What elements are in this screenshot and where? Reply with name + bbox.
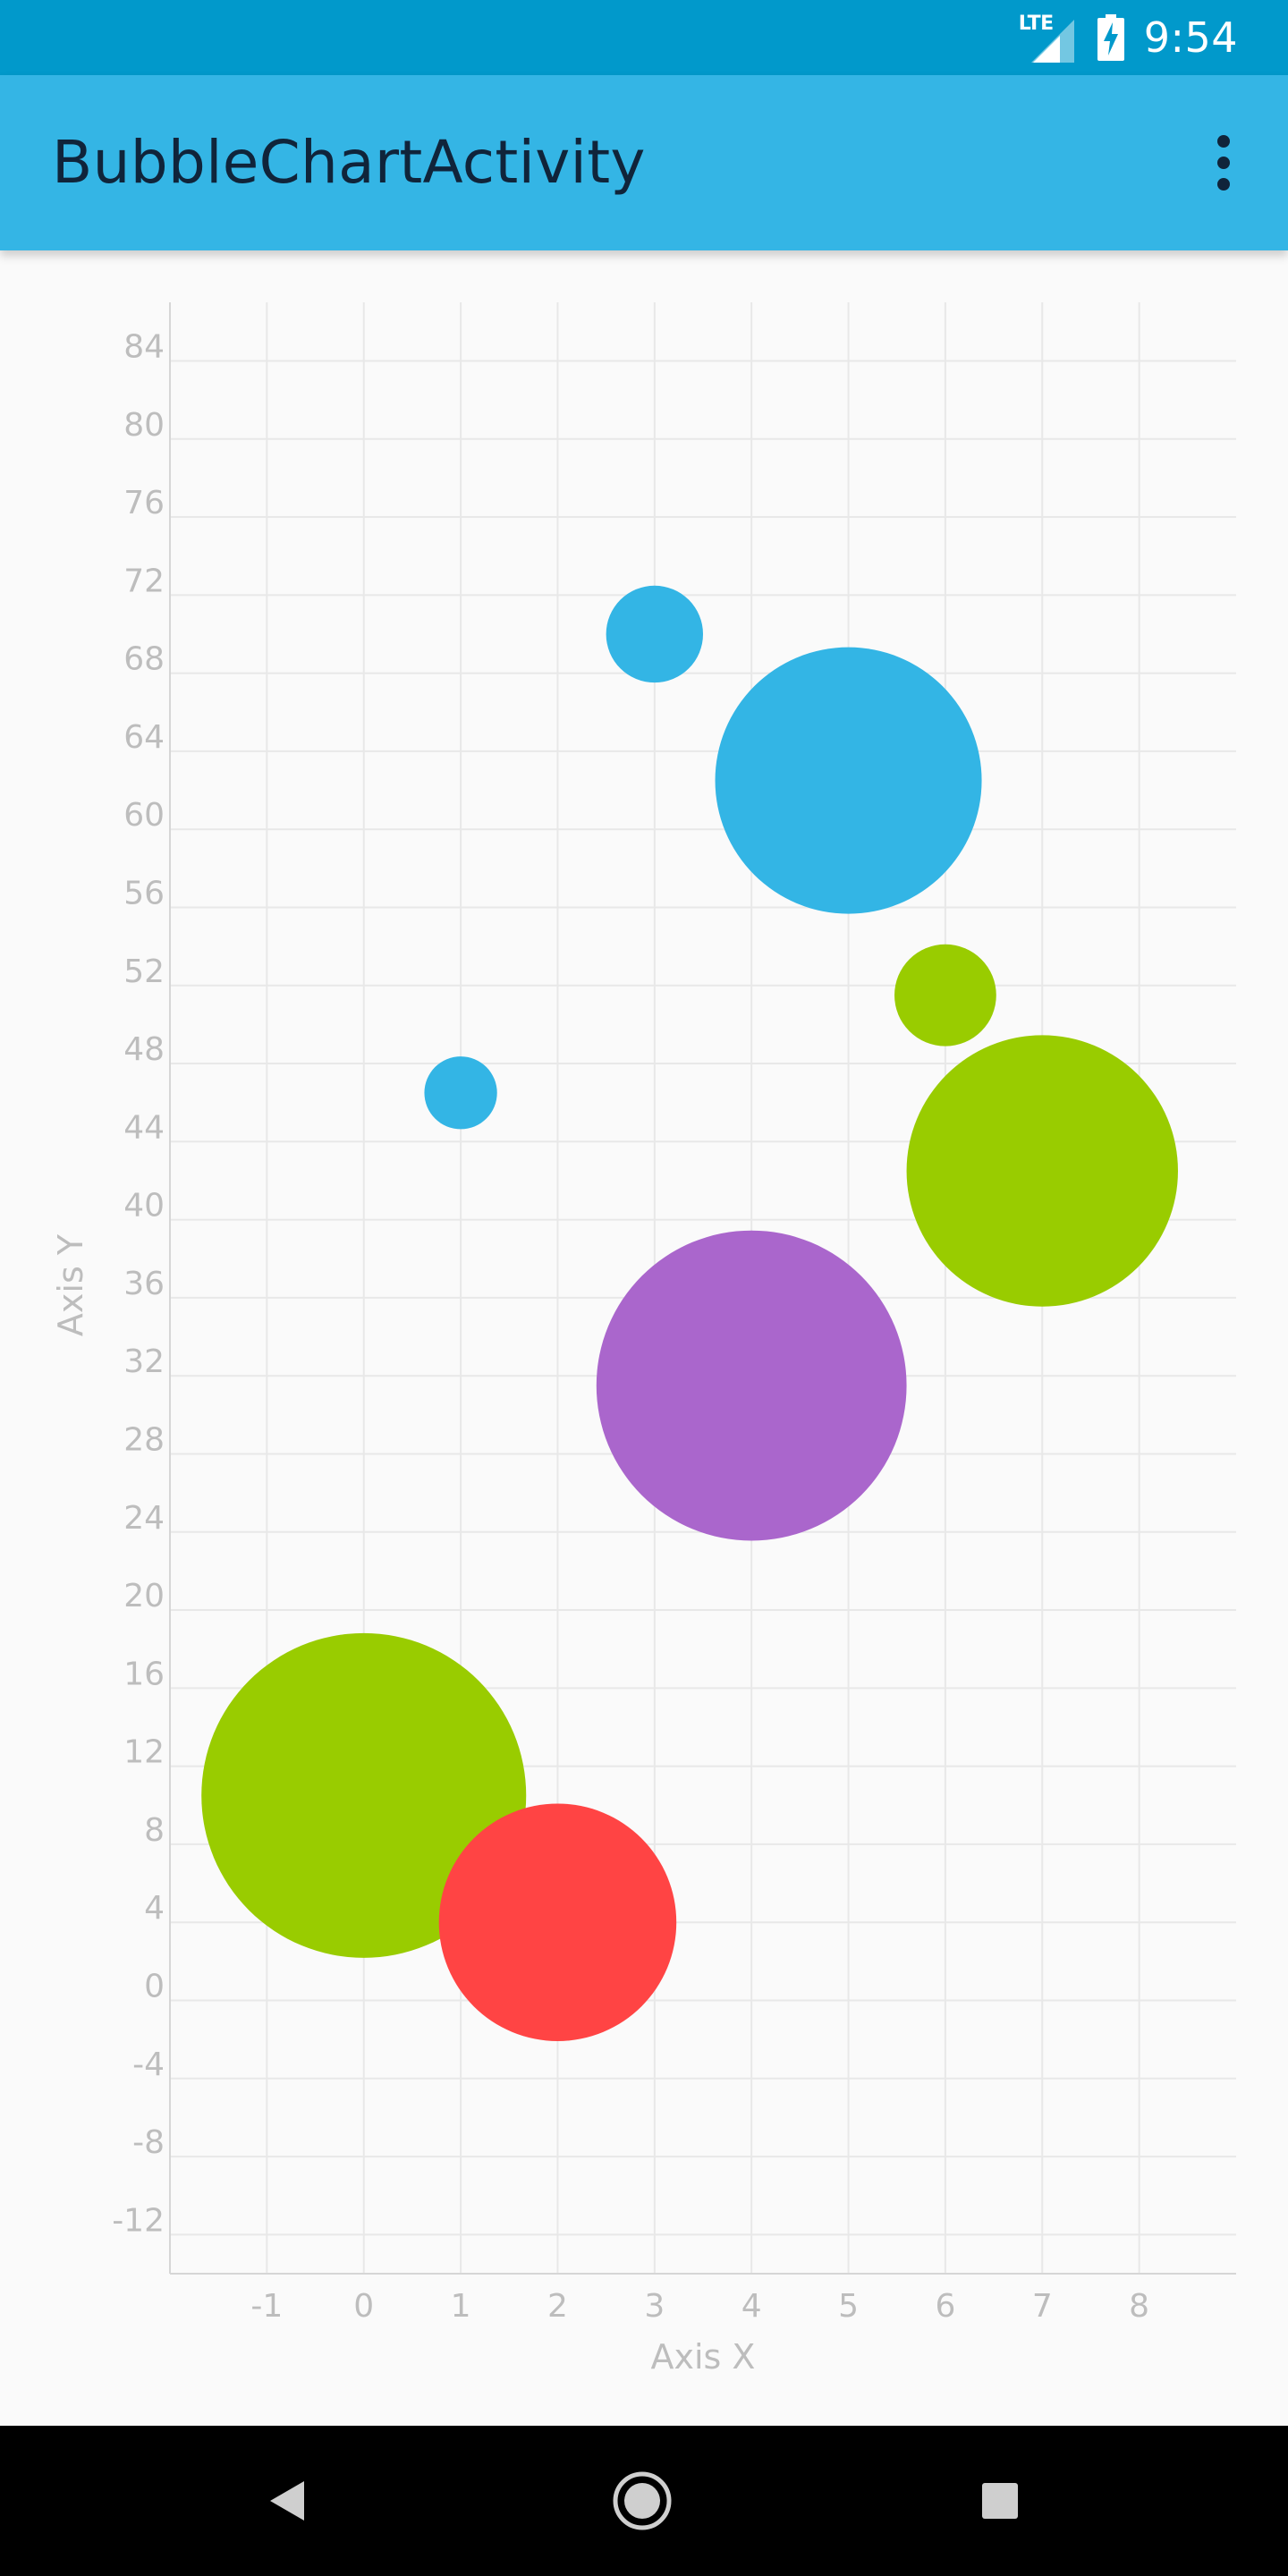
- bubble-point: [438, 1803, 677, 2041]
- y-tick-label: 32: [123, 1343, 165, 1380]
- network-type-label: LTE: [1018, 13, 1054, 35]
- x-tick-label: -1: [250, 2288, 283, 2325]
- bubble-point: [606, 585, 703, 683]
- recents-square-icon: [982, 2483, 1018, 2519]
- y-tick-label: 76: [123, 485, 165, 521]
- y-tick-label: 84: [123, 328, 165, 365]
- x-tick-label: 7: [1032, 2288, 1053, 2325]
- y-tick-label: 72: [123, 563, 165, 599]
- home-circle-icon: [613, 2471, 672, 2530]
- bubble-point: [424, 1056, 497, 1130]
- y-tick-label: 44: [123, 1109, 165, 1146]
- bubble-chart[interactable]: -12-8-4048121620242832364044485256606468…: [0, 250, 1288, 2426]
- y-tick-label: 12: [123, 1734, 165, 1771]
- overflow-menu-button[interactable]: [1181, 120, 1267, 206]
- y-tick-label: 4: [144, 1890, 165, 1927]
- status-bar: LTE 9:54: [0, 0, 1288, 75]
- y-tick-label: 68: [123, 641, 165, 678]
- page-title: BubbleChartActivity: [52, 128, 646, 197]
- status-time: 9:54: [1143, 13, 1238, 62]
- y-tick-label: 16: [123, 1656, 165, 1692]
- home-button[interactable]: [606, 2465, 678, 2537]
- bubble-point: [906, 1035, 1178, 1307]
- y-tick-label: 60: [123, 797, 165, 834]
- x-tick-label: 3: [644, 2288, 665, 2325]
- y-tick-label: 8: [144, 1812, 165, 1849]
- battery-charging-icon: [1097, 14, 1124, 61]
- y-tick-label: 24: [123, 1500, 165, 1537]
- bubble-point: [201, 1632, 527, 1958]
- x-tick-label: 1: [451, 2288, 471, 2325]
- x-tick-label: 5: [838, 2288, 859, 2325]
- x-tick-label: 0: [353, 2288, 374, 2325]
- y-axis-title: Axis Y: [51, 1233, 90, 1336]
- app-bar: BubbleChartActivity: [0, 75, 1288, 250]
- x-tick-label: 2: [547, 2288, 568, 2325]
- y-tick-label: -8: [132, 2124, 165, 2161]
- x-axis-title: Axis X: [651, 2337, 756, 2377]
- back-triangle-icon: [270, 2481, 304, 2521]
- more-vert-icon: [1217, 135, 1230, 191]
- y-tick-label: 48: [123, 1031, 165, 1068]
- y-tick-label: 36: [123, 1266, 165, 1302]
- y-tick-label: 52: [123, 953, 165, 990]
- bubble-point: [715, 647, 982, 914]
- lte-signal-icon: LTE: [1019, 13, 1078, 63]
- y-tick-label: 64: [123, 719, 165, 756]
- bubble-point: [894, 944, 996, 1046]
- y-tick-label: 0: [144, 1968, 165, 2004]
- bubble-chart-container[interactable]: -12 -8 -4 0 4 8 12 16 20 24 28 32 36 40 44 48 52 56 60 64 68…: [0, 250, 1288, 2426]
- y-tick-label: -12: [112, 2202, 165, 2239]
- y-tick-label: -4: [132, 2046, 165, 2083]
- status-icons: LTE 9:54: [1019, 0, 1238, 75]
- back-button[interactable]: [250, 2465, 322, 2537]
- x-tick-label: 6: [935, 2288, 955, 2325]
- y-tick-label: 40: [123, 1188, 165, 1224]
- y-tick-label: 20: [123, 1578, 165, 1614]
- x-tick-label: 8: [1129, 2288, 1149, 2325]
- y-tick-label: 56: [123, 875, 165, 911]
- y-tick-label: 28: [123, 1421, 165, 1458]
- x-tick-label: 4: [741, 2288, 762, 2325]
- navigation-bar: [0, 2426, 1288, 2576]
- y-tick-label: 80: [123, 407, 165, 444]
- recents-button[interactable]: [964, 2465, 1036, 2537]
- bubble-point: [596, 1230, 907, 1541]
